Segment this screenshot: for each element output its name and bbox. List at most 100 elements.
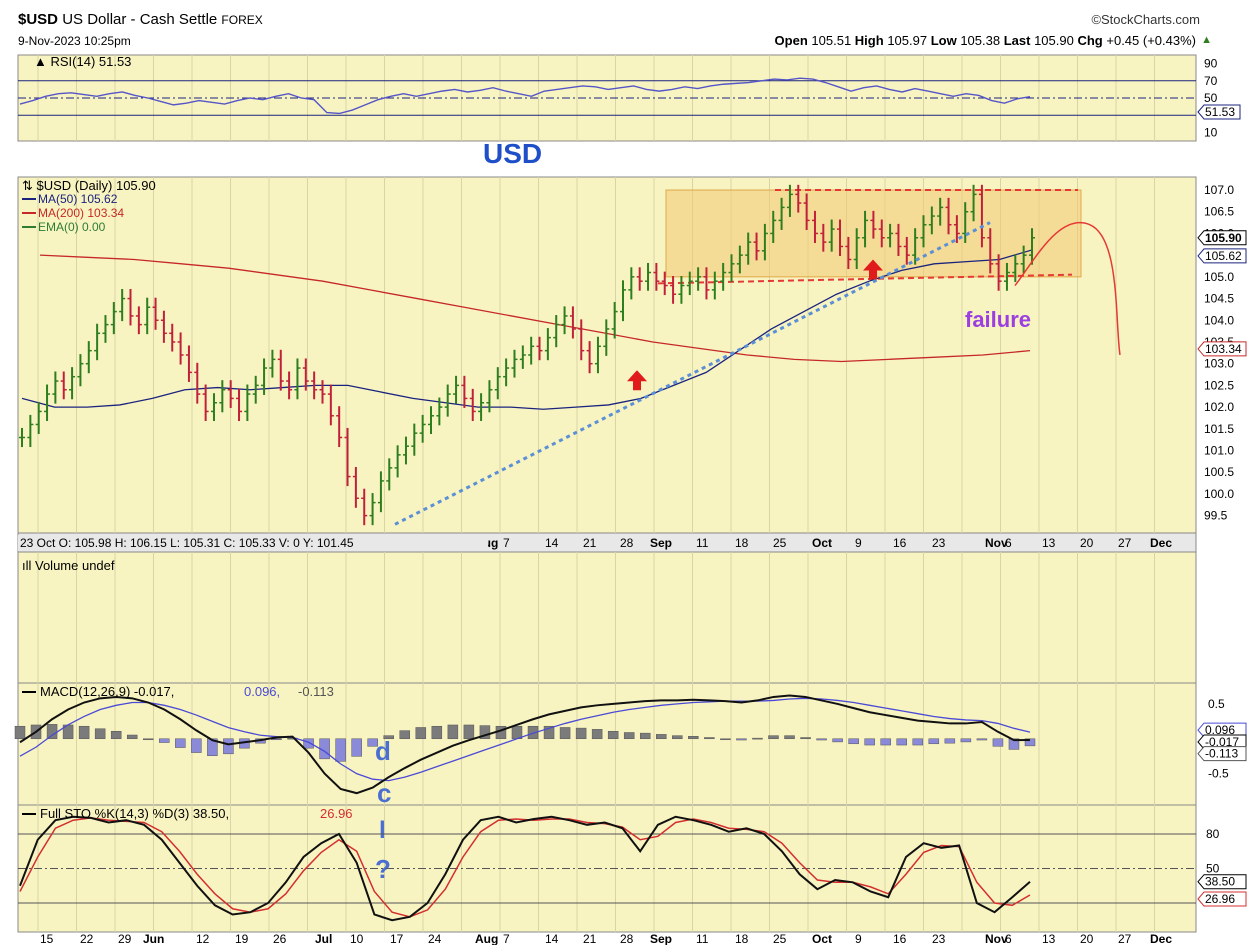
macd-title: MACD(12,26,9) -0.017, xyxy=(40,684,174,699)
macd-histogram-bar xyxy=(639,732,651,740)
sto-k-line xyxy=(19,815,1031,922)
date-axis-label: Oct xyxy=(812,536,832,550)
date-axis-label: Dec xyxy=(1150,536,1172,550)
legend-entry: MA(200) 103.34 xyxy=(38,206,124,220)
projection-curve xyxy=(1014,221,1121,356)
date-axis-label: 21 xyxy=(583,536,597,550)
support-arrow xyxy=(627,370,647,391)
price-tick-label: 104.0 xyxy=(1204,313,1234,327)
macd-histogram-bar xyxy=(768,735,779,740)
macd-histogram-bar xyxy=(720,738,731,741)
macd-annotation-c: c xyxy=(377,778,391,808)
ma50-line xyxy=(21,249,1033,410)
macd-histogram-bar xyxy=(848,738,859,745)
instrument-name: US Dollar - Cash Settle xyxy=(62,11,218,28)
date-axis-label: Nov xyxy=(985,536,1008,550)
price-tick-label: 99.5 xyxy=(1204,509,1228,523)
macd-histogram-bar xyxy=(816,738,827,741)
sto-tick-label: 50 xyxy=(1206,862,1220,876)
bottom-date-label: 9 xyxy=(855,932,862,945)
chart-title: $USD US Dollar - Cash Settle FOREX xyxy=(18,11,263,28)
legend-entry: MA(50) 105.62 xyxy=(38,192,118,206)
macd-tick-label: 0.5 xyxy=(1208,697,1225,711)
bottom-date-label: 18 xyxy=(735,932,749,945)
macd-histogram-bar xyxy=(704,737,715,740)
date-axis-label: 9 xyxy=(855,536,862,550)
macd-value-label: -0.113 xyxy=(1205,747,1238,761)
bottom-date-label: 11 xyxy=(696,932,709,945)
macd-histogram-bar xyxy=(944,738,956,744)
macd-histogram-bar xyxy=(351,738,362,757)
rsi-tick-label: 50 xyxy=(1204,91,1218,105)
usd-annotation: USD xyxy=(483,138,542,169)
macd-histogram-bar xyxy=(223,738,234,755)
macd-histogram-bar xyxy=(960,738,972,743)
macd-histogram-bar xyxy=(896,738,907,746)
macd-histogram-bar xyxy=(447,724,459,740)
ohlc-summary: Open 105.51 High 105.97 Low 105.38 Last … xyxy=(774,33,1196,48)
bottom-date-label: 12 xyxy=(196,932,210,945)
bottom-date-label: 21 xyxy=(583,932,597,945)
price-tick-label: 105.0 xyxy=(1204,270,1234,284)
macd-value-tag xyxy=(1197,746,1247,762)
price-tick-label: 100.0 xyxy=(1204,487,1234,501)
macd-signal-value: 0.096, xyxy=(244,684,280,699)
sto-d-line xyxy=(19,817,1031,918)
change-value: +0.45 (+0.43%) xyxy=(1106,33,1196,48)
macd-histogram-bar xyxy=(14,725,26,740)
macd-histogram-bar xyxy=(1008,738,1020,750)
ohlc-overlay-text: 23 Oct O: 105.98 H: 106.15 L: 105.31 C: … xyxy=(20,536,354,550)
macd-histogram-bar xyxy=(126,734,138,740)
macd-histogram-bar xyxy=(415,727,427,740)
price-value-tag xyxy=(1197,230,1247,246)
bottom-date-label: Sep xyxy=(650,932,672,945)
macd-histogram-bar xyxy=(912,738,924,746)
macd-histogram-bar xyxy=(607,730,619,740)
low-value: 105.38 xyxy=(960,33,1001,48)
up-triangle-icon: ▲ xyxy=(1201,34,1212,46)
exchange: FOREX xyxy=(221,13,263,27)
bottom-date-label: Oct xyxy=(812,932,832,945)
sto-value-label: 26.96 xyxy=(1205,892,1235,906)
bottom-date-label: 17 xyxy=(390,932,404,945)
macd-histogram-bar xyxy=(479,725,491,740)
bottom-date-label: Aug xyxy=(475,932,498,945)
symbol: $USD xyxy=(18,11,59,28)
vol-panel xyxy=(17,551,1197,684)
sto-value-tag xyxy=(1197,891,1247,907)
sto-tick-label: 80 xyxy=(1206,827,1220,841)
bottom-date-label: 28 xyxy=(620,932,634,945)
date-axis-label: 20 xyxy=(1080,536,1094,550)
price-value-tag xyxy=(1197,341,1247,357)
macd-annotation-d: d xyxy=(375,736,391,766)
price-value-label: 103.34 xyxy=(1205,342,1242,356)
macd-histogram-bar xyxy=(78,725,90,740)
bottom-date-label: 7 xyxy=(503,932,510,945)
chart-date: 9-Nov-2023 10:25pm xyxy=(18,34,131,48)
bottom-date-label: 10 xyxy=(350,932,364,945)
macd-histogram-bar xyxy=(303,738,314,749)
bottom-date-label: Jun xyxy=(143,932,164,945)
price-tick-label: 102.5 xyxy=(1204,378,1234,392)
macd-histogram-bar xyxy=(992,738,1004,747)
rsi-tick-label: 10 xyxy=(1204,125,1218,139)
macd-line xyxy=(19,694,1031,795)
rsi-tick-label: 70 xyxy=(1204,74,1218,88)
date-axis-label: 18 xyxy=(735,536,749,550)
support-arrow xyxy=(863,259,883,280)
bottom-date-label: 6 xyxy=(1005,932,1012,945)
price-tick-label: 101.5 xyxy=(1204,422,1234,436)
macd-histogram-bar xyxy=(575,727,587,740)
rsi-title: ▲ RSI(14) 51.53 xyxy=(34,54,131,69)
macd-histogram-bar xyxy=(271,738,282,741)
sto-title: Full STO %K(14,3) %D(3) 38.50, xyxy=(40,806,229,821)
price-value-label: 105.62 xyxy=(1205,249,1242,263)
macd-signal-line xyxy=(19,697,1031,782)
bottom-date-label: 25 xyxy=(773,932,787,945)
high-value: 105.97 xyxy=(887,33,928,48)
bottom-date-label: 14 xyxy=(545,932,559,945)
rsi-value-label: 51.53 xyxy=(1205,105,1235,119)
date-axis-label: 13 xyxy=(1042,536,1056,550)
date-axis-label: 7 xyxy=(503,536,510,550)
macd-histogram-bar xyxy=(207,738,218,756)
